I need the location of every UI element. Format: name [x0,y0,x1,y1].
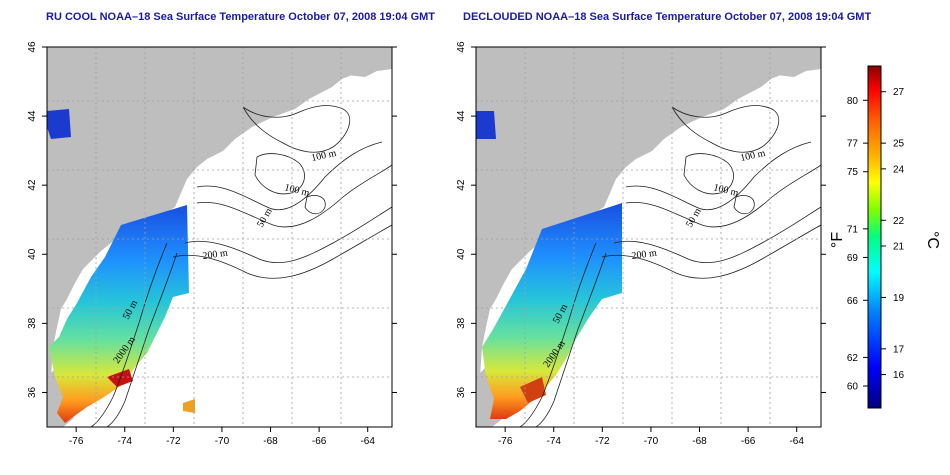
lon-tick-label: -74 [118,436,133,447]
colorbar-c-label: 17 [893,344,905,355]
lat-tick-label: 42 [27,179,38,191]
lon-tick-label: -70 [215,436,230,447]
lon-tick-label: -70 [644,436,659,447]
lat-tick-label: 38 [456,317,467,329]
lat-tick-label: 46 [27,41,38,53]
lat-tick-label: 42 [456,179,467,191]
panel-left-title: RU COOL NOAA–18 Sea Surface Temperature … [46,11,435,23]
panel-right: DECLOUDED NOAA–18 Sea Surface Temperatur… [456,11,871,447]
contour-label: 100 m [310,148,337,164]
lon-tick-label: -64 [789,436,804,447]
lat-tick-label: 40 [456,248,467,260]
colorbar-f-label: 66 [847,296,859,307]
colorbar-c-label: 19 [893,293,905,304]
lon-tick-label: -66 [312,436,327,447]
lat-tick-label: 36 [27,386,38,398]
panel-left: RU COOL NOAA–18 Sea Surface Temperature … [27,11,435,447]
contour-label: 200 m [202,248,229,262]
sst-patch-gulf-right [476,111,496,139]
lon-tick-label: -74 [547,436,562,447]
frame-left [46,46,393,428]
frame-right [475,46,822,428]
panel-right-title: DECLOUDED NOAA–18 Sea Surface Temperatur… [463,11,871,23]
lat-tick-label: 36 [456,386,467,398]
colorbar-gradient [867,65,882,409]
lon-tick-label: -72 [166,436,181,447]
colorbar-f-label: 71 [847,224,859,235]
colorbar-c-label: 25 [893,139,905,150]
lon-tick-label: -64 [360,436,375,447]
lat-tick-label: 44 [456,110,467,122]
colorbar-f-label: 60 [847,382,859,393]
colorbar-c-label: 22 [893,216,905,227]
map-left [47,47,392,427]
colorbar-unit-f: °F [829,232,846,248]
sst-patch-gulf-left [47,109,71,139]
contour-label: 200 m [631,248,658,262]
colorbar-f-label: 77 [847,139,859,150]
colorbar-f-label: 69 [847,253,859,264]
lon-tick-label: -66 [741,436,756,447]
lat-tick-label: 40 [27,248,38,260]
colorbar-ticks: 27 25 24 22 21 19 17 16 80 77 75 71 69 66 62 60 [847,87,905,392]
sst-swath-right [482,203,622,419]
colorbar: 27 25 24 22 21 19 17 16 80 77 75 71 69 66 62 60 °F °C [829,65,941,409]
lon-tick-label: -76 [69,436,84,447]
lon-tick-label: -68 [692,436,707,447]
lon-tick-label: -76 [498,436,513,447]
lat-tick-label: 44 [27,110,38,122]
axis-ticks-left: -76 -74 -72 -70 -68 -66 -64 36 38 40 42 44 46 [27,41,397,447]
colorbar-c-label: 16 [893,370,905,381]
contour-label: 100 m [739,148,766,164]
colorbar-c-label: 24 [893,164,905,175]
colorbar-c-label: 27 [893,87,905,98]
sst-swath-left [49,205,189,423]
lat-tick-label: 38 [27,317,38,329]
lon-tick-label: -68 [263,436,278,447]
colorbar-f-label: 75 [847,167,859,178]
lon-tick-label: -72 [595,436,610,447]
colorbar-unit-c: °C [924,231,941,249]
colorbar-f-label: 80 [847,96,859,107]
lat-tick-label: 46 [456,41,467,53]
colorbar-f-label: 62 [847,353,859,364]
colorbar-c-label: 21 [893,242,905,253]
map-right [476,47,821,427]
axis-ticks-right: -76 -74 -72 -70 -68 -66 -64 36 38 40 42 44 46 [456,41,826,447]
